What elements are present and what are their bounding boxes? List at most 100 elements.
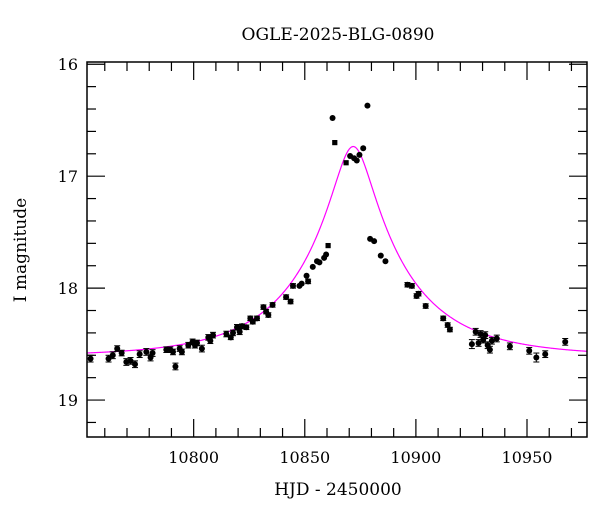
point-marker [298, 280, 305, 287]
point-marker [105, 355, 112, 362]
plot-frame [86, 61, 588, 438]
point-marker [118, 350, 125, 357]
point-marker [303, 272, 310, 279]
point-marker [210, 332, 216, 339]
point-marker [488, 337, 495, 344]
point-marker [109, 352, 116, 359]
data-point [316, 259, 323, 266]
x-axis-label: HJD - 2450000 [274, 480, 402, 500]
point-marker [422, 303, 429, 310]
point-marker [290, 282, 296, 289]
point-marker [149, 350, 156, 357]
data-point [493, 334, 500, 343]
point-marker [408, 282, 415, 289]
point-marker [468, 341, 475, 348]
point-marker [143, 348, 150, 355]
point-marker [493, 335, 500, 342]
data-point [243, 324, 250, 331]
point-marker [533, 354, 540, 361]
point-marker [486, 346, 493, 353]
point-marker [323, 251, 330, 258]
data-point [143, 348, 150, 356]
data-point [486, 345, 493, 354]
point-marker [265, 311, 272, 318]
point-marker [87, 355, 94, 362]
data-point [360, 145, 367, 152]
x-tick-label: 10950 [502, 448, 553, 467]
data-point [533, 352, 540, 363]
data-point [371, 238, 378, 245]
data-point [408, 282, 415, 289]
point-marker [542, 351, 549, 358]
data-point [356, 151, 363, 158]
point-marker [482, 332, 489, 339]
point-marker [170, 348, 176, 355]
point-marker [185, 342, 192, 349]
point-marker [477, 331, 484, 338]
data-point [149, 349, 156, 357]
data-point [472, 327, 479, 336]
point-marker [309, 263, 316, 270]
data-point [415, 290, 422, 297]
data-point [329, 114, 336, 121]
point-marker [371, 238, 378, 245]
data-point [353, 157, 360, 164]
data-point [323, 251, 330, 258]
point-marker [127, 357, 134, 364]
data-point [210, 331, 216, 339]
point-marker [332, 139, 338, 146]
point-marker [377, 252, 384, 259]
data-point [236, 328, 243, 336]
y-tick-label: 16 [58, 55, 78, 74]
point-marker [198, 345, 205, 352]
data-point [136, 350, 143, 359]
point-marker [316, 259, 323, 266]
data-point [382, 258, 389, 265]
point-marker [269, 301, 276, 308]
point-marker [230, 329, 236, 336]
data-points [87, 102, 569, 371]
point-marker [260, 304, 267, 311]
data-point [332, 139, 338, 146]
point-marker [444, 322, 451, 329]
point-marker [172, 363, 179, 370]
tick-labels: 10800 10850 10900 10950 16 17 18 19 [58, 55, 553, 467]
x-tick-label: 10850 [279, 448, 330, 467]
y-tick-label: 17 [58, 167, 78, 186]
data-point [287, 298, 294, 305]
point-marker [446, 326, 453, 333]
y-axis-label: I magnitude [11, 198, 31, 302]
point-marker [283, 294, 290, 301]
data-point [422, 303, 429, 310]
data-point [488, 336, 495, 345]
data-point [265, 311, 272, 318]
chart-title: OGLE-2025-BLG-0890 [242, 25, 435, 45]
point-marker [526, 347, 533, 354]
data-point [198, 344, 205, 353]
point-marker [475, 339, 482, 346]
point-marker [329, 114, 336, 121]
data-point [290, 282, 296, 289]
point-marker [178, 348, 185, 355]
data-point [562, 337, 569, 346]
data-point [325, 242, 331, 249]
point-marker [343, 160, 349, 166]
data-point [542, 350, 549, 359]
point-marker [287, 298, 294, 305]
data-point [170, 348, 176, 356]
data-point [269, 301, 276, 308]
data-point [194, 339, 200, 347]
data-point [87, 354, 94, 363]
point-marker [305, 278, 312, 285]
data-point [230, 329, 236, 337]
data-point [506, 342, 513, 351]
data-point [343, 160, 349, 166]
point-marker [364, 102, 371, 109]
data-point [468, 339, 475, 350]
point-marker [472, 328, 479, 335]
model-curve [86, 145, 588, 354]
point-marker [194, 339, 200, 346]
point-marker [236, 328, 243, 335]
data-point [446, 326, 453, 333]
